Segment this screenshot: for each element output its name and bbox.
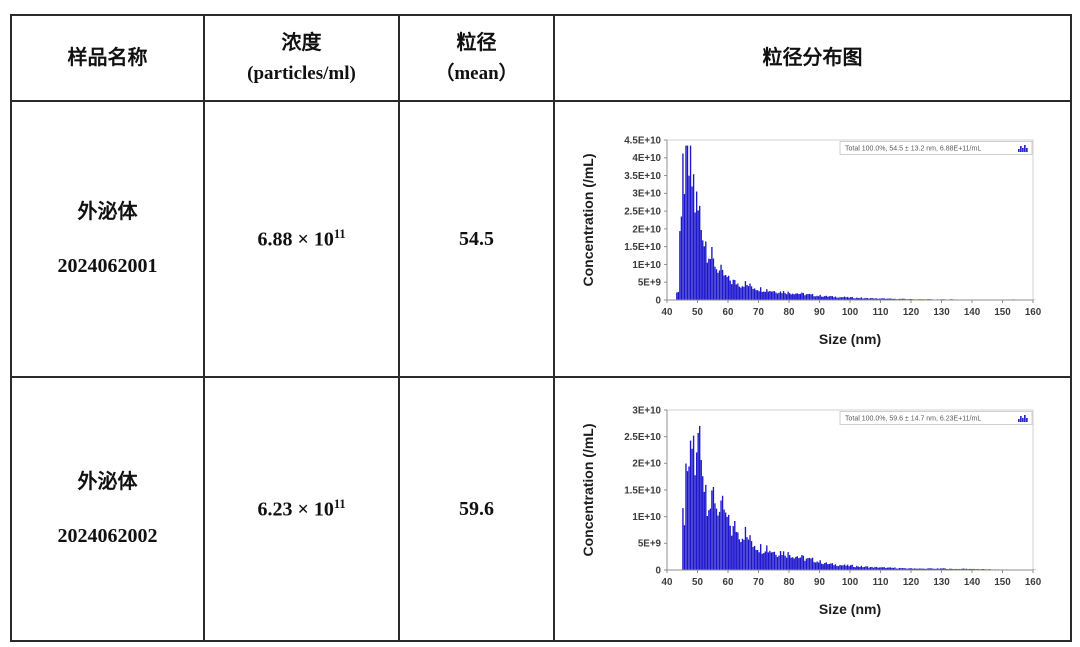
svg-text:120: 120: [902, 577, 919, 588]
svg-text:110: 110: [872, 307, 888, 318]
header-distribution-chart-label: 粒径分布图: [762, 46, 863, 69]
svg-text:Size (nm): Size (nm): [818, 601, 880, 617]
svg-text:120: 120: [902, 307, 919, 318]
svg-text:Size (nm): Size (nm): [818, 331, 880, 347]
sample-results-table: 样品名称 浓度 (particles/ml) 粒径 （mean） 粒径分布图 外…: [10, 14, 1072, 642]
svg-text:Concentration (/mL): Concentration (/mL): [580, 154, 596, 287]
histogram-chart-1: 0 5E+9 1E+10 1.5E+10 2E+10 2.5E+10 3E+10 3.5E+1…: [580, 135, 1042, 347]
svg-text:3E+10: 3E+10: [632, 405, 661, 416]
size-distribution-chart-1: 0 5E+9 1E+10 1.5E+10 2E+10 2.5E+10 3E+10 3.5E+1…: [555, 102, 1070, 376]
header-particle-size: 粒径 （mean）: [398, 14, 555, 102]
table-row-sample-2: 外泌体 2024062002 6.23 × 1011 59.6 0 5E+9 1E+…: [10, 376, 1072, 642]
mean-size-value-1: 54.5: [459, 227, 494, 250]
svg-text:1.5E+10: 1.5E+10: [624, 242, 661, 253]
header-sample-name-label: 样品名称: [67, 46, 148, 69]
header-concentration: 浓度 (particles/ml): [203, 14, 400, 102]
concentration-exponent-1: 11: [333, 226, 346, 241]
mean-size-value-2: 59.6: [459, 497, 494, 520]
svg-text:2E+10: 2E+10: [632, 459, 661, 470]
svg-text:60: 60: [722, 577, 733, 588]
svg-text:150: 150: [994, 577, 1011, 588]
svg-text:1E+10: 1E+10: [632, 512, 661, 523]
svg-text:4.5E+10: 4.5E+10: [624, 135, 661, 146]
sample-name-cell-2: 外泌体 2024062002: [10, 376, 205, 642]
svg-text:1.5E+10: 1.5E+10: [624, 485, 661, 496]
svg-text:Total 100.0%, 54.5 ± 13.2 nm: Total 100.0%, 54.5 ± 13.2 nm, 6.88E+11/m…: [845, 146, 981, 153]
mean-size-cell-2: 59.6: [398, 376, 555, 642]
svg-text:Total 100.0%, 59.6 ± 14.7 nm: Total 100.0%, 59.6 ± 14.7 nm, 6.23E+11/m…: [845, 416, 981, 423]
header-distribution-chart: 粒径分布图: [553, 14, 1072, 102]
svg-text:3E+10: 3E+10: [632, 189, 661, 200]
header-particle-size-mean: （mean）: [435, 62, 518, 84]
svg-text:Concentration (/mL): Concentration (/mL): [580, 424, 596, 557]
svg-text:2.5E+10: 2.5E+10: [624, 432, 661, 443]
svg-text:70: 70: [753, 577, 764, 588]
svg-text:150: 150: [994, 307, 1011, 318]
sample-name-cell-1: 外泌体 2024062001: [10, 100, 205, 378]
distribution-chart-cell-1: 0 5E+9 1E+10 1.5E+10 2E+10 2.5E+10 3E+10 3.5E+1…: [553, 100, 1072, 378]
concentration-exponent-2: 11: [333, 496, 346, 511]
svg-text:4E+10: 4E+10: [632, 153, 661, 164]
svg-text:0: 0: [655, 565, 661, 576]
size-distribution-chart-2: 0 5E+9 1E+10 1.5E+10 2E+10 2.5E+10 3E+10 40 50 60…: [555, 378, 1070, 640]
mean-size-cell-1: 54.5: [398, 100, 555, 378]
svg-text:130: 130: [933, 577, 950, 588]
concentration-cell-2: 6.23 × 1011: [203, 376, 400, 642]
svg-text:110: 110: [872, 577, 888, 588]
header-particle-size-title: 粒径: [456, 31, 497, 54]
svg-text:0: 0: [655, 295, 661, 306]
svg-text:90: 90: [814, 577, 825, 588]
svg-text:60: 60: [722, 307, 733, 318]
svg-text:160: 160: [1024, 577, 1041, 588]
sample-name-2: 外泌体: [77, 471, 138, 493]
svg-text:130: 130: [933, 307, 950, 318]
svg-text:70: 70: [753, 307, 764, 318]
header-concentration-title: 浓度: [281, 31, 322, 54]
svg-text:80: 80: [783, 577, 794, 588]
svg-text:80: 80: [783, 307, 794, 318]
svg-text:50: 50: [692, 577, 703, 588]
svg-text:2.5E+10: 2.5E+10: [624, 207, 661, 218]
svg-text:1E+10: 1E+10: [632, 260, 661, 271]
header-sample-name: 样品名称: [10, 14, 205, 102]
header-row: 样品名称 浓度 (particles/ml) 粒径 （mean） 粒径分布图: [10, 14, 1072, 102]
svg-text:140: 140: [963, 577, 980, 588]
svg-text:5E+9: 5E+9: [637, 278, 661, 289]
table-row-sample-1: 外泌体 2024062001 6.88 × 1011 54.5 0 5E+9 1E+…: [10, 100, 1072, 378]
svg-text:100: 100: [841, 307, 858, 318]
header-concentration-unit: (particles/ml): [247, 62, 356, 84]
svg-text:50: 50: [692, 307, 703, 318]
svg-text:40: 40: [661, 577, 672, 588]
sample-name-1: 外泌体: [77, 201, 138, 223]
concentration-value-1: 6.88 × 10: [257, 228, 334, 251]
svg-text:2E+10: 2E+10: [632, 224, 661, 235]
sample-id-1: 2024062001: [57, 255, 158, 277]
svg-text:100: 100: [841, 577, 858, 588]
svg-text:5E+9: 5E+9: [637, 539, 661, 550]
svg-text:90: 90: [814, 307, 825, 318]
svg-text:160: 160: [1024, 307, 1041, 318]
svg-text:40: 40: [661, 307, 672, 318]
concentration-cell-1: 6.88 × 1011: [203, 100, 400, 378]
histogram-chart-2: 0 5E+9 1E+10 1.5E+10 2E+10 2.5E+10 3E+10 40 50 60…: [580, 405, 1042, 617]
distribution-chart-cell-2: 0 5E+9 1E+10 1.5E+10 2E+10 2.5E+10 3E+10 40 50 60…: [553, 376, 1072, 642]
svg-text:3.5E+10: 3.5E+10: [624, 171, 661, 182]
sample-id-2: 2024062002: [57, 525, 158, 547]
svg-text:140: 140: [963, 307, 980, 318]
concentration-value-2: 6.23 × 10: [257, 498, 334, 521]
